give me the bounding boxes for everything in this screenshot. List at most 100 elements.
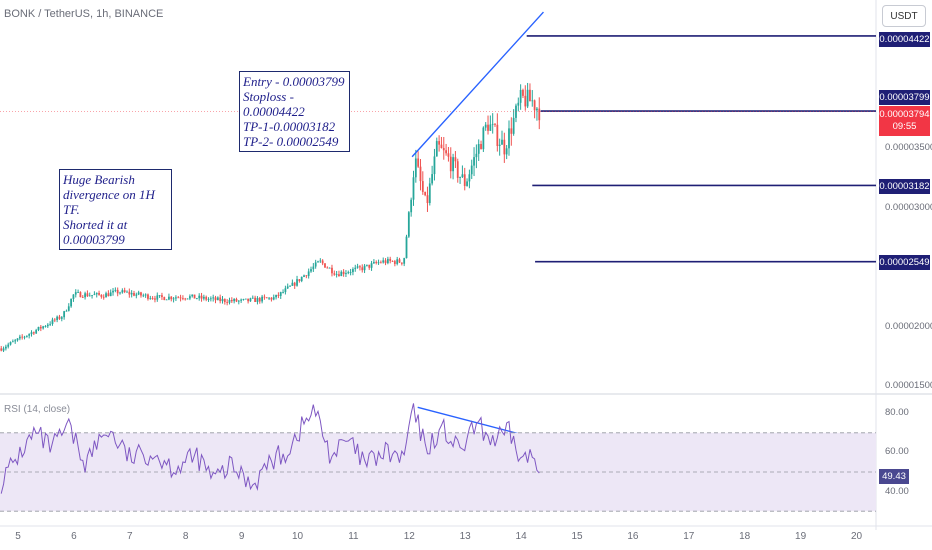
candle-body xyxy=(186,298,189,300)
candle-body xyxy=(11,341,14,343)
candle-body xyxy=(46,324,49,327)
candle-body xyxy=(39,326,42,329)
candle-body xyxy=(7,344,10,347)
candle xyxy=(324,263,326,268)
candle-body xyxy=(487,124,489,131)
candle xyxy=(123,287,126,294)
candle-body xyxy=(256,297,259,302)
candle-body xyxy=(391,260,394,262)
candle xyxy=(86,290,89,297)
candle xyxy=(11,339,14,343)
candle xyxy=(349,268,352,276)
candle xyxy=(321,259,324,266)
time-axis-label: 6 xyxy=(71,531,77,542)
candle xyxy=(435,137,438,157)
candle xyxy=(398,257,401,264)
candle-body xyxy=(2,348,5,351)
candle-body xyxy=(512,117,515,134)
candle xyxy=(412,170,415,206)
candle xyxy=(445,143,448,156)
candle-body xyxy=(240,299,243,301)
currency-button[interactable]: USDT xyxy=(882,5,926,27)
candle-body xyxy=(496,124,499,146)
candle xyxy=(426,186,429,212)
candle-body xyxy=(249,298,252,302)
trade-plan-note[interactable]: Entry - 0.00003799 Stoploss - 0.00004422… xyxy=(239,71,350,152)
candle xyxy=(172,296,175,303)
candle-body xyxy=(310,269,312,272)
candle-body xyxy=(298,279,301,282)
candle xyxy=(79,291,82,298)
trade-level-lines xyxy=(0,35,876,263)
candle-body xyxy=(170,296,173,300)
candle-body xyxy=(317,261,319,263)
candle xyxy=(46,323,49,329)
candle-body xyxy=(435,141,438,157)
candle-body xyxy=(179,297,182,299)
candle xyxy=(314,259,317,269)
candle xyxy=(526,82,529,109)
candle xyxy=(37,326,40,332)
candle-body xyxy=(144,294,147,296)
candle xyxy=(126,290,128,293)
divergence-note[interactable]: Huge Bearish divergence on 1H TF. Shorte… xyxy=(59,169,172,250)
candle xyxy=(410,197,413,217)
candle xyxy=(193,294,196,299)
candle-body xyxy=(454,157,457,162)
candle xyxy=(300,276,303,283)
candle xyxy=(84,291,86,300)
candle-body xyxy=(538,108,541,121)
candle xyxy=(170,296,173,302)
rsi-value-tag: 49.43 xyxy=(879,469,909,484)
candle xyxy=(405,234,408,259)
candle-body xyxy=(53,319,56,321)
time-axis-label: 18 xyxy=(739,531,751,542)
candle-body xyxy=(300,276,303,282)
candle xyxy=(531,90,534,107)
candle xyxy=(14,338,17,344)
candle xyxy=(489,115,492,131)
candle-body xyxy=(184,298,187,300)
candle xyxy=(505,144,508,160)
candle-body xyxy=(533,100,536,111)
candle-body xyxy=(470,165,473,175)
candle-body xyxy=(126,291,128,293)
candle xyxy=(356,263,359,269)
candle xyxy=(209,296,212,302)
candle xyxy=(361,264,364,273)
candle xyxy=(277,292,280,299)
rsi-pane xyxy=(0,403,876,512)
candle xyxy=(480,140,482,150)
candle xyxy=(512,109,515,136)
candle xyxy=(386,256,389,265)
time-axis-label: 9 xyxy=(238,531,245,542)
candle xyxy=(149,295,152,300)
candle xyxy=(161,292,163,300)
time-axis-label: 10 xyxy=(291,531,304,542)
candle xyxy=(175,295,177,302)
candle xyxy=(298,279,301,283)
candle xyxy=(289,285,291,287)
candle-body xyxy=(324,263,326,268)
candle xyxy=(133,290,135,297)
candle-body xyxy=(303,275,305,277)
candle xyxy=(452,153,454,180)
candle-body xyxy=(216,297,219,301)
candle xyxy=(503,132,506,163)
candle-body xyxy=(32,332,35,334)
candle xyxy=(163,296,166,301)
candle-body xyxy=(338,274,340,277)
candle xyxy=(326,266,329,269)
candle xyxy=(419,158,422,191)
candle xyxy=(244,298,247,300)
candle xyxy=(515,103,517,123)
candle-body xyxy=(70,298,73,307)
candle-body xyxy=(28,334,31,336)
candle xyxy=(286,283,289,289)
candle-body xyxy=(74,292,77,295)
candle xyxy=(98,290,100,296)
candle-body xyxy=(419,166,422,182)
candle-body xyxy=(379,262,382,264)
candle xyxy=(368,264,371,270)
